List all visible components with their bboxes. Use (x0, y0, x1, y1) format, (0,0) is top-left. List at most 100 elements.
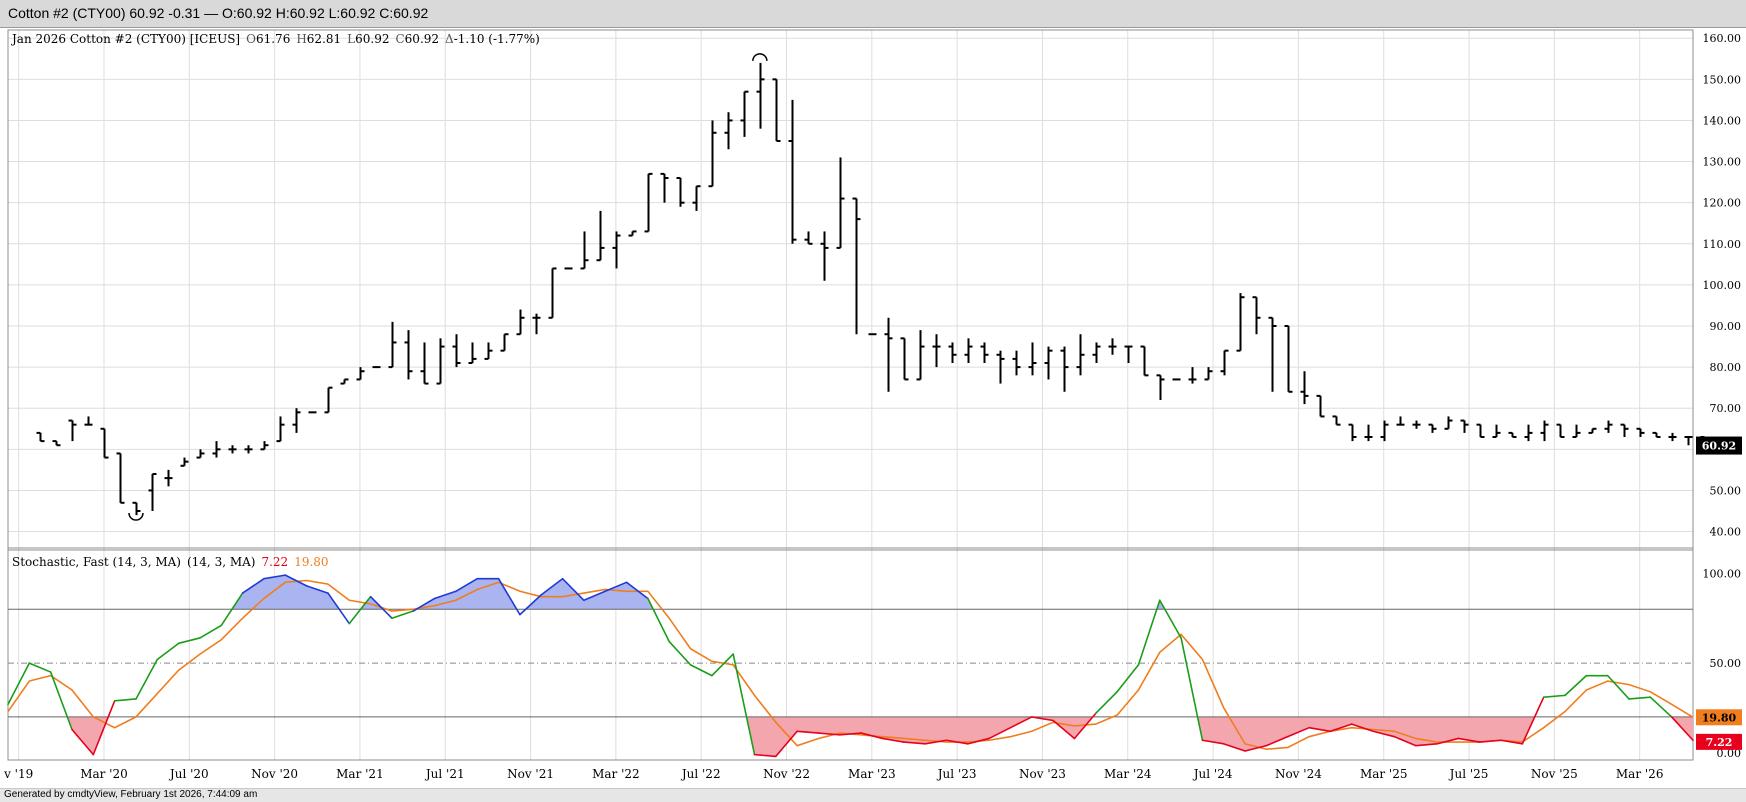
stochastic-k-segment (1414, 743, 1438, 747)
stochastic-axis: 0.00 50.00 100.00 19.80 7.22 (1696, 567, 1742, 760)
ohlc-bar (1428, 423, 1437, 433)
ohlc-bar (1380, 420, 1389, 442)
ohlc-bar (1604, 420, 1613, 433)
price-tick-label: 150.00 (1703, 73, 1742, 86)
ohlc-bar (452, 334, 461, 368)
time-axis-label: Jul '23 (936, 767, 977, 781)
ohlc-bar (164, 469, 173, 487)
stochastic-k-segment (540, 577, 564, 596)
stochastic-k-segment (625, 581, 649, 600)
ohlc-bar (1412, 420, 1421, 429)
ohlc-bar (1524, 424, 1533, 442)
ohlc-bar (1044, 346, 1053, 380)
ohlc-bar (660, 172, 669, 203)
stochastic-k-segment (945, 739, 969, 745)
low-marker (128, 512, 144, 521)
last-price-label: 60.92 (1702, 440, 1736, 453)
stochastic-k-segment (1030, 716, 1054, 722)
ohlc-bar (260, 441, 269, 451)
time-axis-label: Jul '21 (424, 767, 465, 781)
stochastic-k-segment (412, 597, 436, 612)
ohlc-bar (100, 427, 109, 459)
stochastic-k-segment (49, 671, 73, 731)
ohlc-bar (1332, 415, 1341, 426)
time-axis-label: Nov '23 (1019, 767, 1066, 781)
ohlc-bar (1012, 350, 1021, 376)
ohlc-bar (1636, 427, 1645, 437)
price-tick-label: 50.00 (1710, 484, 1742, 497)
ohlc-bar (1156, 374, 1165, 400)
footer-text: Generated by cmdtyView, February 1st 202… (4, 789, 258, 800)
ohlc-bar (52, 440, 61, 447)
time-axis-label: Mar '22 (592, 767, 640, 781)
ohlc-bar (1284, 325, 1293, 393)
stochastic-k-segment (1201, 739, 1225, 745)
time-axis-label: Nov '21 (507, 767, 554, 781)
stochastic-k-segment (113, 698, 137, 702)
ohlc-bar (1220, 349, 1229, 376)
ohlc-bar (1668, 432, 1677, 442)
stochastic-k-segment (71, 728, 95, 756)
stochastic-k-segment (967, 737, 990, 745)
grid-lines (8, 30, 1693, 760)
ohlc-bar (628, 230, 637, 237)
ohlc-bar (1188, 367, 1197, 384)
stochastic-k-segment (433, 590, 457, 600)
ohlc-bar (468, 342, 477, 364)
ohlc-bar (420, 342, 429, 385)
stochastic-k-segment (455, 577, 479, 593)
ohlc-bar (1492, 424, 1501, 438)
ohlc-bar (1476, 423, 1485, 438)
stochastic-k-segment (1478, 739, 1502, 743)
ohlc-bar (84, 416, 93, 426)
stochastic-k-segment (497, 577, 521, 616)
stochastic-k-segment (220, 592, 244, 627)
stochastic-k-segment (561, 577, 585, 602)
stochastic-tick-label: 0.00 (1717, 747, 1742, 760)
time-axis-label: Nov '25 (1531, 767, 1578, 781)
high-marker (752, 53, 768, 61)
stochastic-k-segment (519, 594, 543, 616)
stochastic-k-segment (263, 574, 287, 580)
stochastic-k-segment (775, 730, 798, 758)
ohlc-bar (1300, 371, 1309, 405)
price-tick-label: 140.00 (1703, 114, 1742, 127)
ohlc-bar (548, 267, 557, 319)
ohlc-bar (228, 445, 237, 454)
ohlc-bar (1652, 431, 1661, 438)
k-value-badge (1696, 733, 1742, 750)
stochastic-k-segment (305, 585, 329, 594)
plot-frame (7, 29, 1694, 761)
stochastic-k-segment (1670, 716, 1694, 742)
time-axis-label: Mar '23 (848, 767, 896, 781)
price-axis: 40.0050.0060.0070.0080.0090.00100.00110.… (1696, 32, 1742, 539)
ohlc-bar (1268, 316, 1277, 392)
stochastic-k-segment (327, 592, 351, 625)
ohlc-bar (1092, 342, 1101, 363)
ohlc-bar (980, 342, 989, 363)
ohlc-bar (532, 313, 541, 335)
ohlc-bar (212, 441, 221, 458)
stochastic-k-segment (604, 581, 628, 593)
price-tick-label: 110.00 (1703, 238, 1742, 251)
stochastic-k-segment (391, 610, 415, 620)
stochastic-k-segment (369, 595, 393, 620)
price-tick-label: 160.00 (1703, 32, 1742, 45)
stochastic-k-segment (924, 739, 948, 745)
stochastic-k-segment (156, 642, 180, 661)
time-axis-label: Jul '25 (1448, 767, 1489, 781)
ohlc-bar (132, 501, 141, 516)
ohlc-bar (1540, 420, 1549, 442)
ohlc-bar (388, 321, 397, 369)
stochastic-k-segment (1372, 730, 1396, 738)
price-chart[interactable]: 40.0050.0060.0070.0080.0090.00100.00110.… (0, 29, 1746, 788)
stochastic-k-segment (1222, 743, 1246, 752)
stochastic-k-segment (647, 597, 671, 643)
window-title: Cotton #2 (CTY00) 60.92 -0.31 — O:60.92 … (8, 5, 429, 21)
stochastic-k-segment (1564, 674, 1588, 697)
ohlc-bar (1236, 293, 1245, 352)
ohlc-bar (1028, 342, 1037, 376)
price-tick-label: 90.00 (1710, 320, 1742, 333)
ohlc-bar (756, 62, 765, 129)
ohlc-bar (996, 350, 1005, 384)
